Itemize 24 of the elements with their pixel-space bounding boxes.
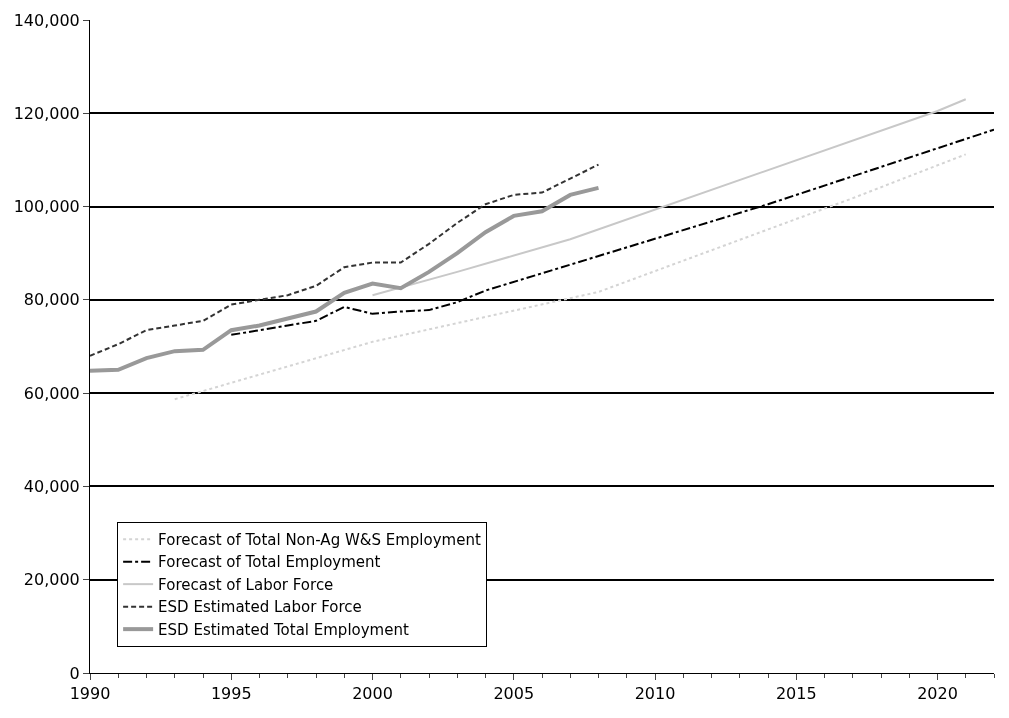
- x-tick-label: 2010: [634, 684, 676, 704]
- y-tick-label: 120,000: [13, 103, 80, 123]
- legend-label: Forecast of Total Employment: [158, 553, 381, 572]
- line-series: [90, 163, 600, 357]
- y-tick-label: 40,000: [23, 477, 80, 497]
- line-series: [371, 98, 967, 297]
- y-tick-label: 80,000: [23, 290, 80, 310]
- line-series: [90, 185, 601, 373]
- x-tick-label: 2020: [917, 684, 958, 704]
- y-tick-label: 20,000: [23, 570, 80, 590]
- y-tick-label: 60,000: [23, 383, 80, 403]
- legend-label: Forecast of Labor Force: [158, 575, 334, 594]
- legend-label: ESD Estimated Total Employment: [158, 620, 409, 639]
- legend-label: Forecast of Total Non-Ag W&S Employment: [158, 530, 481, 549]
- y-tick-label: 0: [69, 663, 80, 683]
- x-tick-label: 2000: [352, 684, 393, 704]
- x-tick-label: 2015: [775, 684, 817, 704]
- x-tick-label: 2005: [493, 684, 535, 704]
- x-tick-label: 1990: [69, 684, 111, 704]
- legend-label: ESD Estimated Labor Force: [158, 598, 362, 617]
- y-tick-label: 100,000: [13, 197, 80, 217]
- x-tick-label: 1995: [210, 684, 252, 704]
- y-tick-label: 140,000: [13, 10, 80, 30]
- line-series: [173, 153, 967, 401]
